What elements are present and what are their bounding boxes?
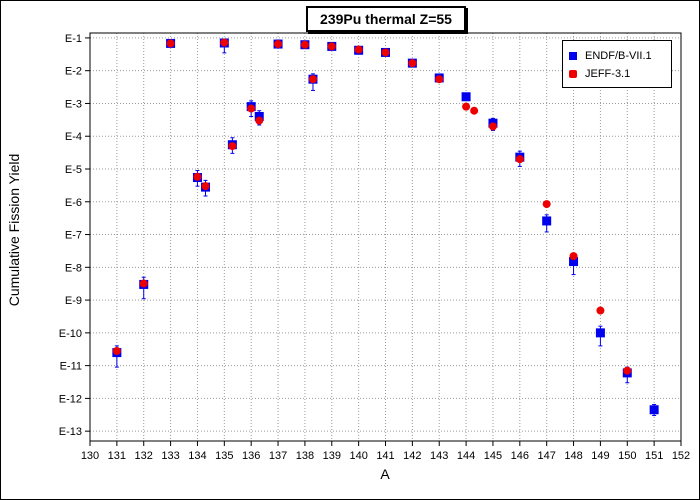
- y-tick-label: E-3: [65, 98, 82, 110]
- legend-item-endf: ENDF/B-VII.1: [569, 50, 652, 62]
- y-tick-label: E-8: [65, 262, 82, 274]
- jeff-point: [139, 279, 148, 288]
- chart-title: 239Pu thermal Z=55: [306, 6, 466, 32]
- jeff-point: [274, 40, 283, 49]
- jeff-point: [220, 38, 229, 47]
- endf-point: [569, 257, 579, 267]
- x-tick-label: 136: [242, 450, 260, 462]
- x-tick-label: 137: [269, 450, 287, 462]
- x-tick-label: 145: [484, 450, 502, 462]
- x-axis-label: A: [380, 466, 390, 482]
- jeff-point: [381, 48, 390, 57]
- x-tick-label: 135: [215, 450, 233, 462]
- legend-label-endf: ENDF/B-VII.1: [585, 50, 652, 62]
- y-tick-label: E-11: [60, 361, 82, 373]
- y-tick-label: E-2: [65, 66, 82, 78]
- legend-label-jeff: JEFF-3.1: [585, 68, 631, 80]
- endf-point: [649, 405, 659, 415]
- endf-point: [542, 216, 552, 226]
- legend-item-jeff: JEFF-3.1: [569, 68, 630, 80]
- y-tick-label: E-12: [59, 393, 82, 405]
- y-axis: E-1 E-2 E-3 E-4 E-5 E-6 E-7 E-8 E-9 E-10 E-11 E-12 E…: [59, 33, 90, 438]
- x-tick-label: 144: [457, 450, 475, 462]
- x-tick-label: 146: [511, 450, 529, 462]
- error-bars: [114, 38, 657, 417]
- x-tick-label: 139: [323, 450, 341, 462]
- y-tick-label: E-13: [59, 426, 82, 438]
- jeff-point: [166, 39, 175, 48]
- x-tick-label: 140: [349, 450, 367, 462]
- jeff-point: [515, 155, 524, 164]
- x-tick-label: 142: [403, 450, 421, 462]
- jeff-point: [228, 142, 237, 151]
- y-tick-label: E-6: [65, 197, 82, 209]
- jeff-point: [569, 252, 578, 261]
- jeff-point: [201, 182, 210, 191]
- jeff-point: [462, 102, 471, 111]
- jeff-point: [300, 40, 309, 49]
- jeff-point: [542, 200, 551, 209]
- jeff-point: [327, 42, 336, 51]
- x-tick-label: 133: [161, 450, 179, 462]
- x-tick-label: 150: [618, 450, 636, 462]
- x-tick-label: 132: [135, 450, 153, 462]
- endf-point: [254, 111, 264, 121]
- x-tick-label: 149: [591, 450, 609, 462]
- x-tick-label: 148: [564, 450, 582, 462]
- jeff-point: [247, 104, 256, 113]
- x-tick-label: 130: [81, 450, 99, 462]
- x-tick-label: 147: [538, 450, 556, 462]
- jeff-point: [112, 346, 121, 355]
- y-tick-label: E-9: [65, 295, 82, 307]
- x-tick-label: 152: [672, 450, 690, 462]
- y-tick-label: E-4: [65, 131, 82, 143]
- jeff-point: [596, 306, 605, 315]
- jeff-point: [470, 106, 479, 115]
- x-tick-label: 143: [430, 450, 448, 462]
- endf-point: [461, 92, 471, 102]
- jeff-point: [488, 122, 497, 131]
- x-tick-label: 131: [108, 450, 126, 462]
- y-axis-label: Cumulative Fission Yield: [6, 153, 22, 307]
- jeff-point: [435, 75, 444, 84]
- jeff-point: [308, 75, 317, 84]
- jeff-point: [623, 366, 632, 375]
- legend-swatch-endf: [569, 52, 577, 60]
- y-tick-label: E-5: [65, 164, 82, 176]
- series-layer: [112, 38, 659, 415]
- legend: ENDF/B-VII.1 JEFF-3.1: [562, 40, 672, 88]
- x-axis: 130 131 132 133 134 135 136 137 138 139 140 141 142 1…: [81, 441, 690, 462]
- jeff-point: [354, 45, 363, 54]
- jeff-point: [408, 59, 417, 68]
- y-tick-label: E-10: [59, 328, 82, 340]
- jeff-point: [193, 172, 202, 181]
- x-tick-label: 138: [296, 450, 314, 462]
- jeff-point: [255, 116, 264, 125]
- legend-swatch-jeff: [569, 70, 577, 78]
- x-tick-label: 141: [376, 450, 394, 462]
- y-tick-label: E-7: [65, 230, 82, 242]
- y-tick-label: E-1: [65, 33, 82, 45]
- x-tick-label: 134: [188, 450, 206, 462]
- grid-lines: [89, 33, 682, 441]
- endf-point: [595, 328, 605, 338]
- x-tick-label: 151: [645, 450, 663, 462]
